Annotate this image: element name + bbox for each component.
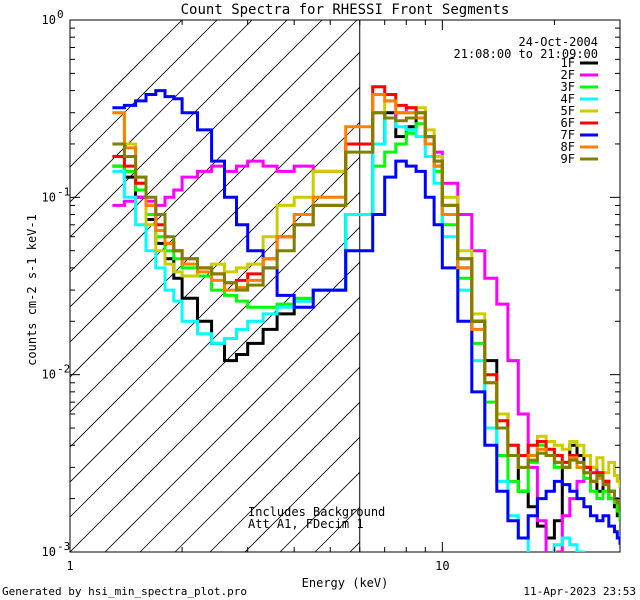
hatch-line: [70, 20, 323, 273]
y-tick-label: 10: [42, 190, 56, 204]
hatch-line: [70, 261, 360, 552]
legend-label-2F: 2F: [561, 68, 575, 82]
timestamp-label: 11-Apr-2023 23:53: [523, 585, 636, 598]
hatch-line: [70, 156, 360, 448]
legend-label-7F: 7F: [561, 128, 575, 142]
legend-label-6F: 6F: [561, 116, 575, 130]
series-line-5F: [112, 99, 620, 488]
hatch-line: [420, 0, 640, 552]
hatch-line: [70, 20, 183, 133]
hatch-line: [455, 0, 640, 552]
hatch-line: [70, 20, 253, 203]
time-range-label: 21:08:00 to 21:09:00: [454, 47, 599, 61]
annotation-attenuator: Att A1, FDecim 1: [248, 517, 364, 531]
hatch-line: [174, 366, 360, 552]
x-tick-label: 10: [435, 559, 449, 573]
hatch-line: [70, 86, 360, 378]
y-tick-label: 10: [42, 545, 56, 559]
date-label: 24-Oct-2004: [519, 35, 598, 49]
legend-label-5F: 5F: [561, 104, 575, 118]
hatch-line: [70, 191, 360, 483]
hatch-line: [70, 20, 218, 168]
plot-frame: [69, 19, 621, 553]
y-tick-exponent: -2: [57, 363, 70, 376]
hatch-line: [70, 121, 360, 413]
series-line-2F: [112, 106, 620, 552]
series-layer: [112, 85, 620, 552]
hatch-line: [209, 401, 360, 552]
hatch-line: [104, 296, 360, 552]
legend-label-3F: 3F: [561, 80, 575, 94]
y-tick-label: 10: [42, 368, 56, 382]
legend-label-1F: 1F: [561, 56, 575, 70]
hatched-region: [70, 0, 640, 552]
y-tick-label: 10: [42, 13, 56, 27]
x-tick-label: 1: [66, 559, 73, 573]
y-tick-exponent: 0: [57, 8, 64, 21]
annotation-background: Includes Background: [248, 505, 385, 519]
chart-title: Count Spectra for RHESSI Front Segments: [181, 2, 510, 18]
y-tick-exponent: -3: [57, 540, 70, 553]
legend-label-8F: 8F: [561, 140, 575, 154]
x-axis-label: Energy (keV): [302, 576, 389, 590]
legend-label-4F: 4F: [561, 92, 575, 106]
hatch-line: [70, 51, 360, 343]
legend-label-9F: 9F: [561, 152, 575, 166]
hatch-line: [279, 471, 360, 552]
series-line-7F: [112, 89, 620, 545]
hatch-line: [630, 0, 640, 552]
hatch-line: [139, 331, 360, 552]
hatch-line: [70, 20, 288, 238]
hatch-line: [70, 20, 358, 308]
hatch-line: [244, 436, 360, 552]
y-tick-exponent: -1: [57, 185, 70, 198]
series-line-4F: [112, 116, 586, 552]
hatch-line: [70, 226, 360, 518]
y-axis-label: counts cm-2 s-1 keV-1: [25, 214, 39, 366]
generated-by-label: Generated by hsi_min_spectra_plot.pro: [2, 585, 247, 598]
series-line-9F: [112, 111, 620, 512]
